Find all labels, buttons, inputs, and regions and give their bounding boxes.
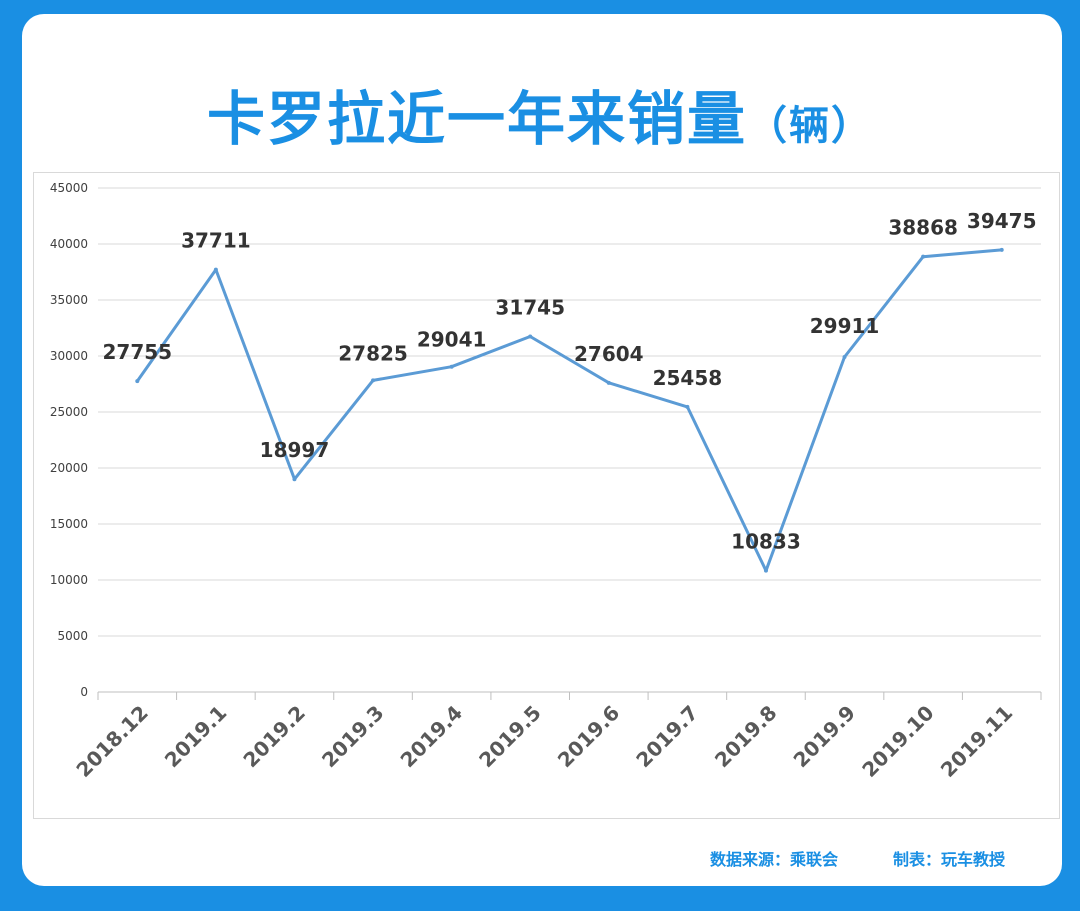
data-label: 18997 bbox=[260, 438, 330, 462]
x-tick-label: 2019.9 bbox=[789, 701, 861, 773]
x-tick-label: 2019.6 bbox=[553, 701, 625, 773]
x-tick-label: 2019.3 bbox=[317, 701, 389, 773]
x-tick-label: 2018.12 bbox=[71, 701, 152, 782]
y-tick-label: 0 bbox=[80, 685, 88, 699]
data-point bbox=[842, 354, 847, 359]
x-tick-label: 2019.8 bbox=[710, 701, 782, 773]
x-tick-label: 2019.1 bbox=[160, 701, 232, 773]
chart-title: 卡罗拉近一年来销量（辆） bbox=[0, 72, 1080, 156]
data-point bbox=[528, 334, 533, 339]
x-tick-label: 2019.5 bbox=[474, 701, 546, 773]
data-label: 27825 bbox=[338, 341, 408, 365]
y-tick-label: 15000 bbox=[50, 517, 88, 531]
series-line bbox=[135, 248, 1004, 573]
data-label: 37711 bbox=[181, 229, 251, 253]
x-tick-label: 2019.2 bbox=[238, 701, 310, 773]
x-tick-label: 2019.4 bbox=[396, 701, 468, 773]
data-point bbox=[921, 254, 926, 259]
y-tick-label: 25000 bbox=[50, 405, 88, 419]
data-label: 29911 bbox=[810, 314, 880, 338]
data-point bbox=[999, 247, 1004, 252]
data-label: 38868 bbox=[888, 216, 958, 240]
plot-area bbox=[33, 172, 1060, 819]
y-tick-label: 20000 bbox=[50, 461, 88, 475]
data-point bbox=[449, 364, 454, 369]
y-tick-label: 30000 bbox=[50, 349, 88, 363]
data-label: 25458 bbox=[653, 366, 723, 390]
footer-source: 数据来源：乘联会 bbox=[710, 850, 839, 869]
x-tick-label: 2019.10 bbox=[857, 701, 938, 782]
y-tick-label: 45000 bbox=[50, 181, 88, 195]
x-tick-label: 2019.11 bbox=[936, 701, 1017, 782]
data-point bbox=[606, 380, 611, 385]
y-tick-label: 5000 bbox=[57, 629, 88, 643]
y-tick-label: 35000 bbox=[50, 293, 88, 307]
data-point bbox=[685, 404, 690, 409]
data-point bbox=[135, 379, 140, 384]
data-label: 27755 bbox=[102, 340, 172, 364]
footer-maker: 制表：玩车教授 bbox=[893, 850, 1006, 869]
data-point bbox=[213, 267, 218, 272]
data-point bbox=[763, 568, 768, 573]
data-label: 29041 bbox=[417, 328, 487, 352]
data-label: 31745 bbox=[495, 295, 565, 319]
title-unit: （辆） bbox=[747, 103, 873, 149]
data-label: 39475 bbox=[967, 209, 1037, 233]
y-tick-label: 10000 bbox=[50, 573, 88, 587]
x-tick-label: 2019.7 bbox=[631, 701, 703, 773]
data-label: 10833 bbox=[731, 530, 801, 554]
y-tick-label: 40000 bbox=[50, 237, 88, 251]
title-text: 卡罗拉近一年来销量 bbox=[206, 85, 747, 153]
data-point bbox=[371, 378, 376, 383]
data-point bbox=[292, 477, 297, 482]
data-label: 27604 bbox=[574, 342, 644, 366]
